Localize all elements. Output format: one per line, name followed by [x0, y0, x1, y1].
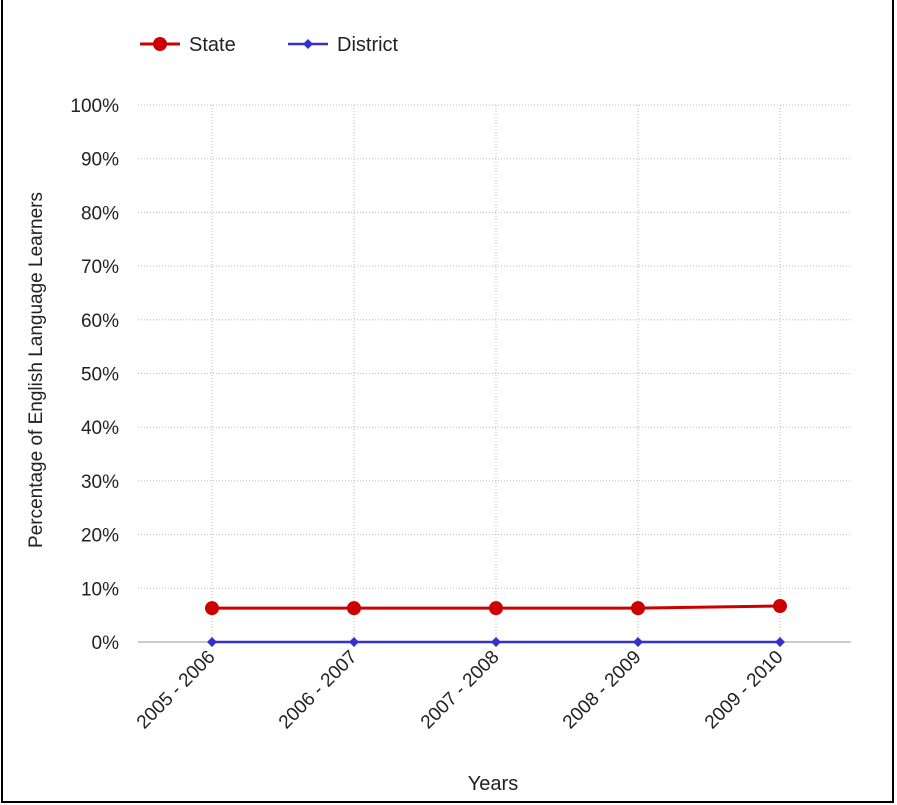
y-tick-label: 80% [81, 203, 119, 224]
y-tick-labels: 0% 10% 20% 30% 40% 50% 60% 70% 80% 90% 100% [70, 96, 119, 654]
legend-item-state[interactable]: State [140, 34, 236, 56]
legend-label: State [189, 34, 236, 56]
y-tick-label: 20% [81, 526, 119, 547]
y-tick-label: 0% [92, 633, 120, 654]
data-point-district[interactable] [633, 637, 643, 647]
legend-marker [153, 37, 167, 51]
data-point-state[interactable] [631, 601, 645, 616]
y-tick-label: 10% [81, 579, 119, 600]
x-tick-label: 2006 - 2007 [275, 647, 362, 734]
y-tick-label: 60% [81, 311, 119, 332]
y-axis-title: Percentage of English Language Learners [26, 192, 47, 548]
series-state [205, 599, 787, 616]
y-tick-label: 50% [81, 365, 119, 386]
y-tick-label: 40% [81, 418, 119, 439]
x-tick-label: 2005 - 2006 [133, 647, 220, 734]
data-point-state[interactable] [205, 601, 219, 616]
x-tick-labels: 2005 - 2006 2006 - 2007 2007 - 2008 2008 - … [133, 647, 788, 734]
legend-label: District [337, 34, 399, 56]
series-layer [205, 599, 787, 647]
data-point-state[interactable] [773, 599, 787, 614]
line-chart: 0% 10% 20% 30% 40% 50% 60% 70% 80% 90% 100% 2005 -… [26, 34, 851, 795]
data-point-state[interactable] [489, 601, 503, 616]
y-tick-label: 70% [81, 257, 119, 278]
legend-marker [303, 39, 313, 49]
legend-item-district[interactable]: District [288, 34, 399, 56]
grid [138, 104, 851, 642]
series-district [207, 637, 785, 647]
data-point-district[interactable] [207, 637, 217, 647]
y-tick-label: 90% [81, 150, 119, 171]
data-point-district[interactable] [349, 637, 359, 647]
data-point-state[interactable] [347, 601, 361, 616]
y-tick-label: 100% [70, 96, 119, 117]
y-tick-label: 30% [81, 472, 119, 493]
legend[interactable]: State District [140, 34, 399, 56]
x-axis-title: Years [468, 773, 518, 795]
data-point-district[interactable] [491, 637, 501, 647]
x-tick-label: 2007 - 2008 [417, 647, 504, 734]
data-point-district[interactable] [775, 637, 785, 647]
x-tick-label: 2009 - 2010 [701, 647, 788, 734]
x-tick-label: 2008 - 2009 [559, 647, 646, 734]
